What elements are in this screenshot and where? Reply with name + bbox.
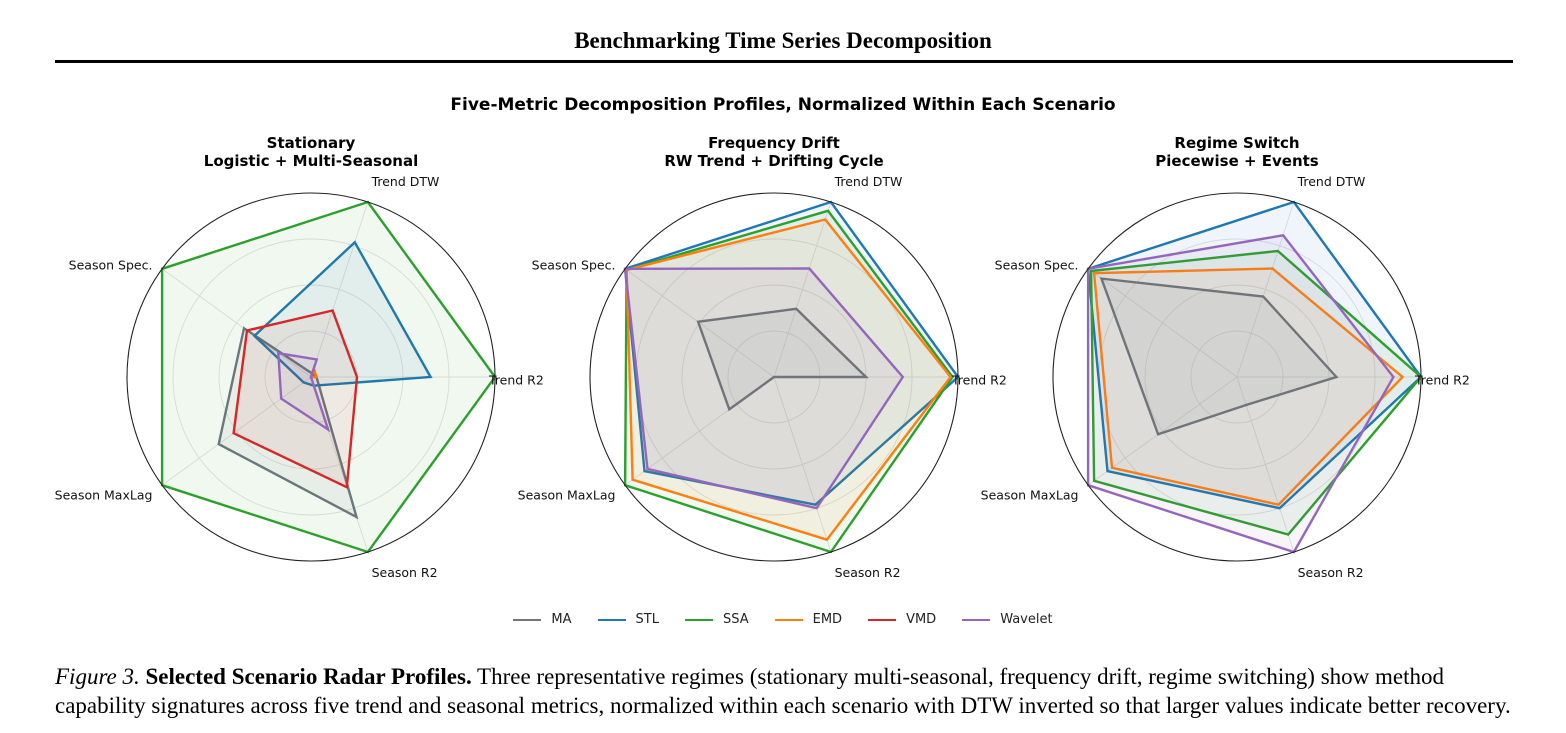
- axis-spoke: [1236, 376, 1295, 553]
- figure-title: Five-Metric Decomposition Profiles, Norm…: [450, 95, 1116, 115]
- legend-label: SSA: [722, 612, 749, 627]
- series-ssa: [1089, 249, 1423, 536]
- series-stl: [1086, 200, 1423, 510]
- series-vmd: [232, 309, 359, 490]
- axis-label: Season R2: [372, 565, 438, 580]
- axis-spoke: [773, 201, 832, 378]
- axis-label: Season Spec.: [995, 257, 1079, 272]
- running-header: Benchmarking Time Series Decomposition: [574, 28, 992, 53]
- outer-ring: [1052, 192, 1422, 562]
- axis-label: Season MaxLag: [981, 488, 1079, 503]
- subplot-title: Frequency Drift: [708, 134, 840, 152]
- figure-caption: Figure 3. Selected Scenario Radar Profil…: [55, 662, 1515, 720]
- legend-swatch: [962, 618, 991, 621]
- axis-label: Season R2: [1298, 565, 1364, 580]
- series-stl: [623, 200, 960, 506]
- header-rule: [55, 60, 1513, 63]
- axis-label: Trend R2: [951, 373, 1007, 388]
- axis-label: Season Spec.: [532, 257, 616, 272]
- legend-item-wavelet: Wavelet: [962, 612, 1053, 627]
- outer-ring: [126, 192, 496, 562]
- legend-item-emd: EMD: [774, 612, 843, 627]
- legend-item-vmd: VMD: [868, 612, 936, 627]
- axis-spoke: [161, 376, 312, 486]
- series-wavelet: [623, 267, 905, 510]
- axis-label: Season MaxLag: [518, 488, 616, 503]
- legend-label: MA: [551, 612, 572, 627]
- legend-label: Wavelet: [1000, 612, 1053, 627]
- legend-label: EMD: [812, 612, 843, 627]
- series-ssa: [160, 200, 497, 554]
- caption-text: Three representative regimes (stationary…: [55, 664, 1511, 718]
- series-wavelet: [277, 351, 331, 433]
- subplot-title: Regime Switch: [1174, 134, 1299, 152]
- legend-swatch: [597, 618, 626, 621]
- outer-ring: [589, 192, 959, 562]
- axis-spoke: [161, 268, 312, 378]
- legend-swatch: [774, 618, 803, 621]
- series-emd: [625, 218, 953, 542]
- legend-swatch: [868, 618, 897, 621]
- axis-label: Trend DTW: [834, 174, 903, 189]
- axis-spoke: [310, 201, 369, 378]
- caption-label: Figure 3.: [55, 664, 140, 689]
- axis-spoke: [1236, 201, 1295, 378]
- axis-label: Season MaxLag: [55, 488, 153, 503]
- series-emd: [1092, 267, 1405, 507]
- legend-label: STL: [635, 612, 659, 627]
- axis-label: Trend R2: [488, 373, 544, 388]
- axis-spoke: [773, 376, 832, 553]
- series-ma: [1099, 277, 1339, 436]
- series-wavelet: [1086, 233, 1395, 554]
- legend-swatch: [684, 618, 713, 621]
- axis-spoke: [1087, 268, 1238, 378]
- legend-item-ssa: SSA: [684, 612, 749, 627]
- series-ssa: [623, 209, 954, 554]
- axis-label: Trend R2: [1414, 373, 1470, 388]
- axis-label: Trend DTW: [1297, 174, 1366, 189]
- legend-label: VMD: [906, 612, 937, 627]
- axis-label: Season R2: [835, 565, 901, 580]
- legend-item-stl: STL: [597, 612, 659, 627]
- axis-label: Season Spec.: [69, 257, 153, 272]
- subplot-title: Stationary: [267, 134, 356, 152]
- subplot-subtitle: Logistic + Multi-Seasonal: [204, 152, 418, 170]
- legend: MA STL SSA EMD VMD Wavelet: [0, 612, 1566, 627]
- subplot-subtitle: RW Trend + Drifting Cycle: [664, 152, 883, 170]
- subplot-subtitle: Piecewise + Events: [1155, 152, 1319, 170]
- caption-bold-title: Selected Scenario Radar Profiles.: [145, 664, 472, 689]
- axis-label: Trend DTW: [371, 174, 440, 189]
- legend-swatch: [513, 618, 542, 621]
- series-ma: [696, 307, 869, 412]
- legend-item-ma: MA: [513, 612, 572, 627]
